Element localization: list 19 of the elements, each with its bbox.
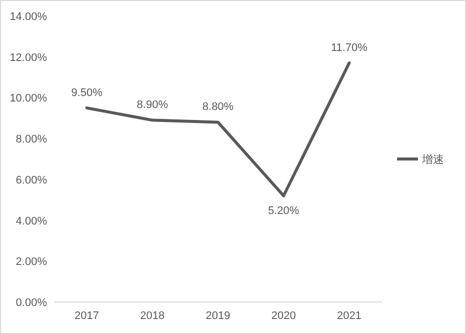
y-tick-label: 2.00% [16,256,48,268]
y-tick-label: 6.00% [16,174,48,186]
x-tick-label: 2020 [271,310,296,322]
x-tick-label: 2017 [74,310,100,322]
data-label: 11.70% [330,42,368,54]
data-label: 8.90% [136,99,168,112]
y-tick-label: 0.00% [16,297,48,309]
data-label: 5.20% [268,204,300,217]
data-label: 8.80% [202,101,234,114]
y-tick-label: 10.00% [10,92,48,105]
x-tick-label: 2018 [140,310,165,322]
y-tick-label: 12.00% [10,52,48,64]
x-tick-label: 2019 [206,310,230,322]
y-tick-label: 8.00% [16,134,48,146]
y-tick-label: 4.00% [16,215,48,228]
x-tick-label: 2021 [336,310,362,322]
y-tick-label: 14.00% [10,11,48,23]
legend-label: 增速 [421,153,444,166]
data-label: 9.50% [71,86,103,99]
